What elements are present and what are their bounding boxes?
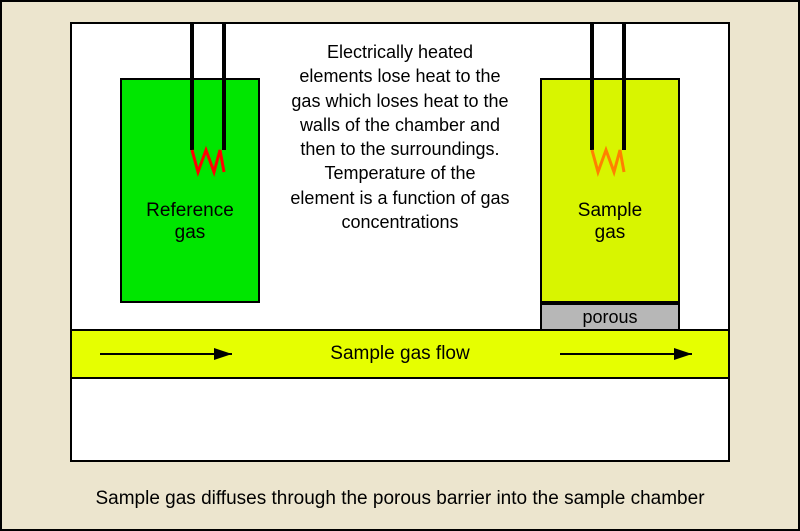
sample-gas-flow-tube: Sample gas flow	[70, 329, 730, 379]
flow-tube-label: Sample gas flow	[72, 331, 728, 377]
porous-label: porous	[582, 307, 637, 327]
porous-barrier: porous	[540, 303, 680, 331]
center-explanation-text: Electrically heated elements lose heat t…	[290, 40, 510, 234]
bottom-caption: Sample gas diffuses through the porous b…	[0, 488, 800, 510]
